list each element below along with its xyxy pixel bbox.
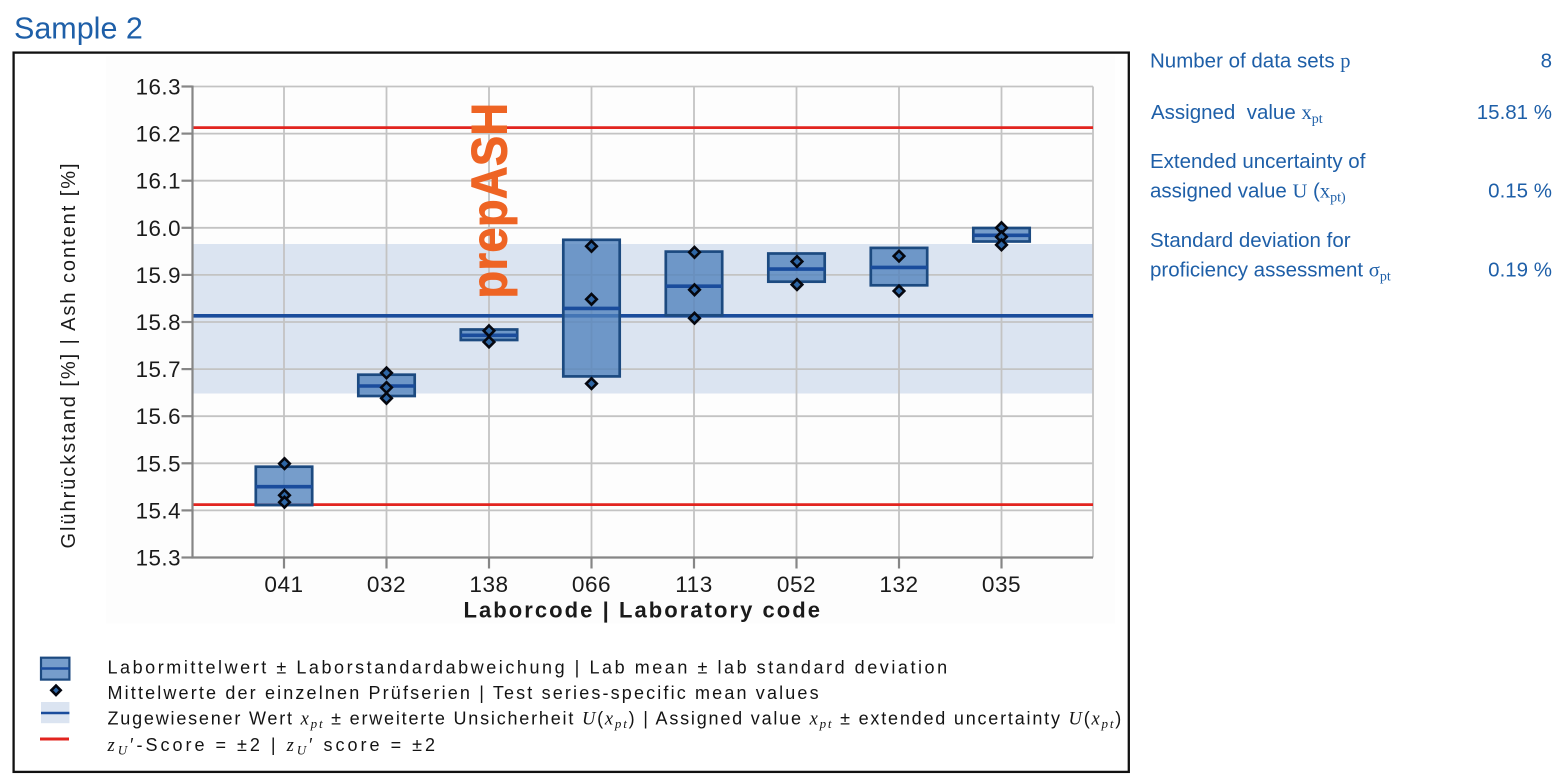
svg-text:15.9: 15.9 (136, 263, 181, 288)
svg-text:16.1: 16.1 (136, 169, 181, 194)
svg-text:Glührückstand [%] | Ash conten: Glührückstand [%] | Ash content [%] (58, 162, 80, 549)
svg-text:15.5: 15.5 (136, 451, 181, 476)
svg-text:035: 035 (982, 572, 1021, 597)
svg-text:15.6: 15.6 (136, 404, 181, 429)
svg-text:066: 066 (572, 572, 611, 597)
svg-text:138: 138 (469, 572, 508, 597)
svg-text:16.3: 16.3 (136, 75, 181, 100)
svg-text:8: 8 (1541, 50, 1552, 73)
svg-text:Assigned value xpt: Assigned value xpt (1151, 101, 1323, 127)
svg-text:prepASH: prepASH (462, 103, 518, 299)
svg-text:Sample 2: Sample 2 (14, 12, 143, 46)
svg-text:assigned value U (xpt): assigned value U (xpt) (1150, 180, 1346, 206)
svg-text:15.3: 15.3 (136, 546, 181, 571)
svg-text:0.19 %: 0.19 % (1488, 259, 1552, 282)
svg-text:16.2: 16.2 (136, 122, 181, 147)
svg-text:Zugewiesener Wert xpt ± erweit: Zugewiesener Wert xpt ± erweiterte Unsic… (108, 709, 1124, 732)
svg-text:0.15 %: 0.15 % (1488, 180, 1552, 203)
svg-text:Laborcode | Laboratory code: Laborcode | Laboratory code (464, 598, 823, 623)
svg-text:15.8: 15.8 (136, 310, 181, 335)
svg-text:15.7: 15.7 (136, 357, 181, 382)
svg-text:15.81 %: 15.81 % (1477, 101, 1552, 124)
svg-text:zU′-Score = ±2 | zU′ score = ±: zU′-Score = ±2 | zU′ score = ±2 (107, 735, 438, 758)
svg-text:052: 052 (777, 572, 816, 597)
svg-text:Number of data sets p: Number of data sets p (1150, 50, 1351, 73)
svg-text:Extended uncertainty of: Extended uncertainty of (1150, 150, 1366, 173)
svg-text:16.0: 16.0 (136, 216, 181, 241)
svg-text:041: 041 (264, 572, 303, 597)
svg-text:132: 132 (879, 572, 918, 597)
svg-text:Standard deviation for: Standard deviation for (1150, 229, 1351, 252)
svg-text:032: 032 (367, 572, 406, 597)
svg-text:Labormittelwert ± Laborstandar: Labormittelwert ± Laborstandardabweichun… (108, 657, 950, 677)
svg-text:113: 113 (675, 572, 713, 597)
svg-text:15.4: 15.4 (136, 498, 181, 523)
svg-text:proficiency assessment σpt: proficiency assessment σpt (1150, 259, 1391, 285)
svg-text:Mittelwerte der einzelnen Prüf: Mittelwerte der einzelnen Prüfserien | T… (108, 683, 821, 703)
